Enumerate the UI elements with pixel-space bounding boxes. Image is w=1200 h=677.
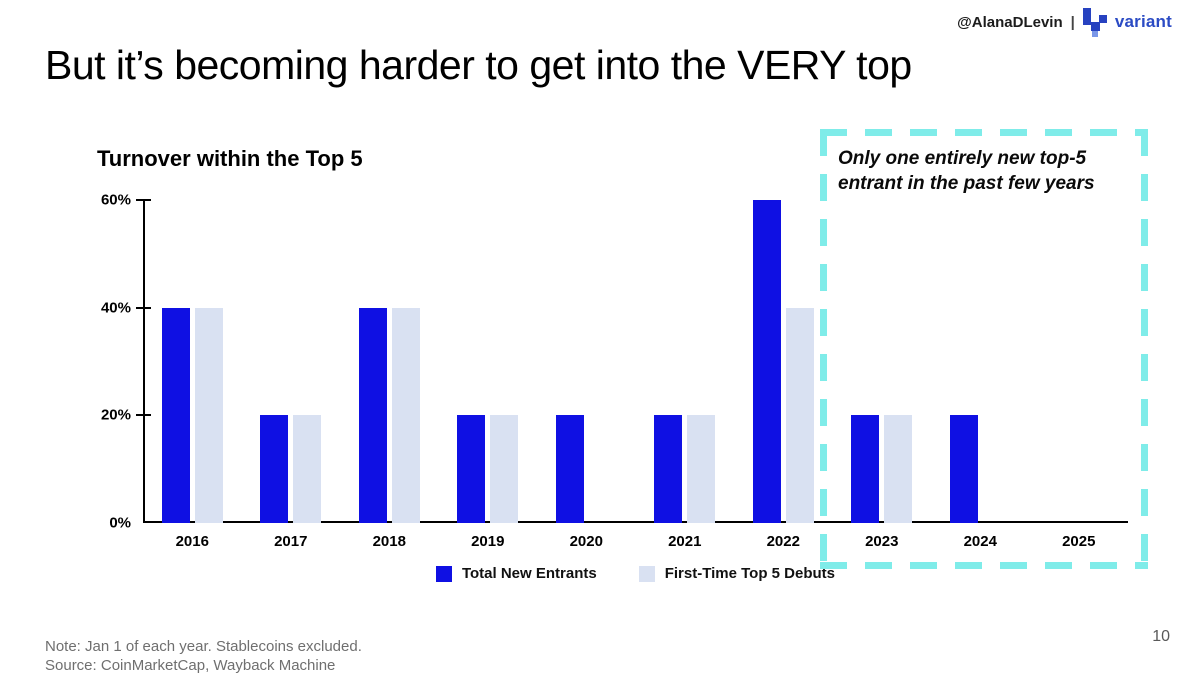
y-axis-label: 60% (100, 191, 131, 209)
bar-first-time-top-5-debuts-2023 (884, 415, 913, 523)
footnote-source: Source: CoinMarketCap, Wayback Machine (45, 656, 336, 674)
bar-total-new-entrants-2022 (752, 200, 781, 523)
header: @AlanaDLevin | variant (957, 8, 1172, 37)
brand-name: variant (1114, 12, 1172, 31)
bar-chart-plot-area: 0% 20% 40% 60% 2016 2017 2018 2019 2020 2021 2022 2… (101, 192, 1128, 582)
bar-first-time-top-5-debuts-2017 (293, 415, 322, 523)
bar-first-time-top-5-debuts-2019 (490, 415, 519, 523)
page-number: 10 (1152, 628, 1170, 645)
legend-swatch-icon (638, 565, 655, 582)
annotation-box-bottom (820, 562, 1148, 569)
x-axis-label-2017: 2017 (274, 533, 308, 550)
legend-swatch-icon (435, 565, 452, 582)
footnote: Note: Jan 1 of each year. Stablecoins ex… (45, 638, 362, 676)
variant-logo-icon (1082, 8, 1107, 37)
legend-label: First-Time Top 5 Debuts (664, 565, 836, 582)
y-axis-label: 20% (100, 406, 131, 424)
bar-total-new-entrants-2019 (457, 415, 486, 523)
slide-title: But it’s becoming harder to get into the… (45, 42, 912, 88)
x-axis-label-2019: 2019 (471, 533, 505, 550)
bar-total-new-entrants-2016 (161, 307, 190, 523)
y-axis-line (143, 200, 145, 523)
twitter-handle: @AlanaDLevin (957, 13, 1063, 31)
bar-total-new-entrants-2023 (851, 415, 880, 523)
bar-first-time-top-5-debuts-2022 (785, 307, 814, 523)
x-axis-line (143, 521, 1128, 523)
y-axis-tick (136, 199, 151, 201)
annotation-text: Only one entirely new top-5 entrant in t… (838, 146, 1138, 196)
annotation-box-top (820, 129, 1148, 136)
x-axis-label-2021: 2021 (668, 533, 702, 550)
annotation-box-left (820, 129, 827, 569)
x-axis-label-2024: 2024 (963, 533, 997, 550)
bar-total-new-entrants-2018 (358, 307, 387, 523)
bar-total-new-entrants-2017 (260, 415, 289, 523)
x-axis-label-2018: 2018 (372, 533, 406, 550)
annotation-line-2: entrant in the past few years (838, 173, 1095, 195)
x-axis-label-2023: 2023 (865, 533, 899, 550)
bar-total-new-entrants-2021 (654, 415, 683, 523)
separator: | (1070, 13, 1075, 31)
y-axis-label: 40% (100, 299, 131, 317)
x-axis-label-2016: 2016 (175, 533, 209, 550)
bar-first-time-top-5-debuts-2018 (391, 307, 420, 523)
chart-legend: Total New Entrants First-Time Top 5 Debut… (143, 565, 1128, 582)
y-axis-tick (136, 306, 151, 309)
annotation-box-right (1141, 129, 1148, 569)
annotation-line-1: Only one entirely new top-5 (838, 148, 1087, 169)
y-axis-label: 0% (109, 514, 131, 532)
bar-first-time-top-5-debuts-2021 (687, 415, 716, 523)
footnote-note: Note: Jan 1 of each year. Stablecoins ex… (45, 638, 362, 655)
legend-label: Total New Entrants (461, 565, 597, 582)
chart-title: Turnover within the Top 5 (97, 146, 363, 171)
y-axis-tick (136, 414, 151, 417)
x-axis-label-2025: 2025 (1062, 533, 1096, 550)
legend-item: Total New Entrants (435, 565, 597, 582)
bar-first-time-top-5-debuts-2016 (194, 307, 223, 523)
x-axis-label-2022: 2022 (766, 533, 800, 550)
bar-total-new-entrants-2020 (555, 415, 584, 523)
bar-total-new-entrants-2024 (949, 415, 978, 523)
legend-item: First-Time Top 5 Debuts (638, 565, 836, 582)
x-axis-label-2020: 2020 (569, 533, 603, 550)
